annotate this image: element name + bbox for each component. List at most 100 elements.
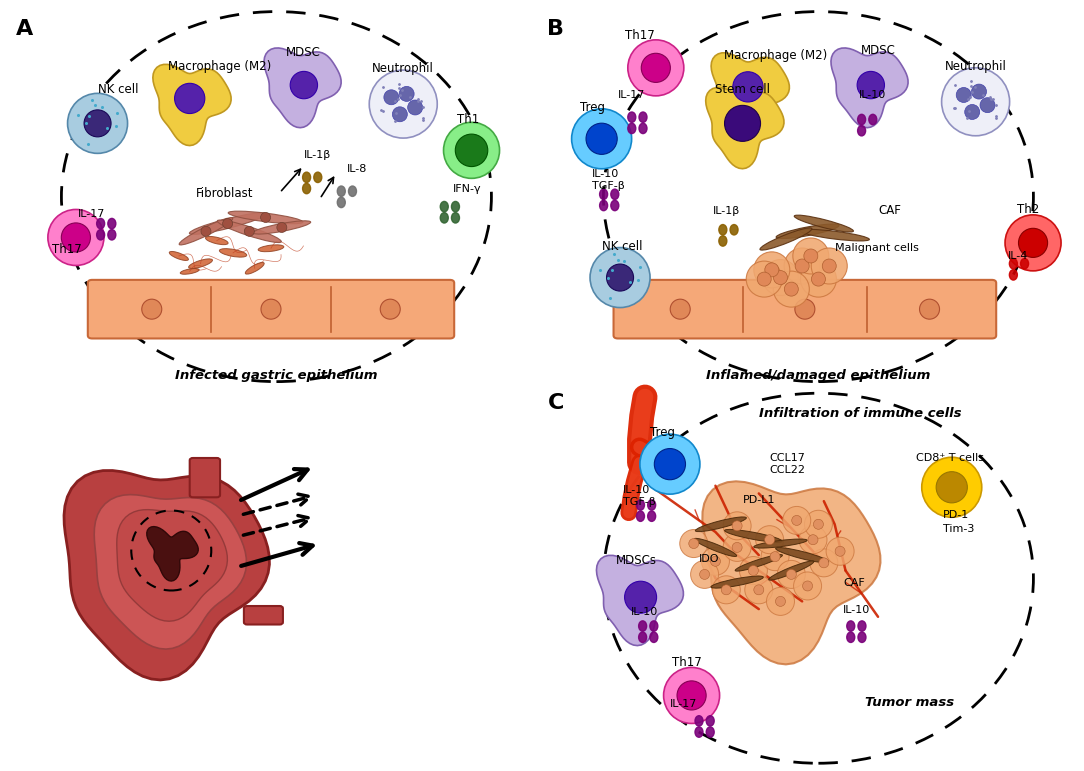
Ellipse shape [706,727,714,737]
Ellipse shape [761,543,789,571]
Ellipse shape [384,89,399,105]
Ellipse shape [302,183,311,194]
FancyBboxPatch shape [614,280,996,338]
Ellipse shape [169,251,189,261]
Ellipse shape [835,547,846,556]
Ellipse shape [868,114,877,125]
Ellipse shape [638,632,647,642]
Text: IL-1β: IL-1β [713,206,740,216]
Text: NK cell: NK cell [602,240,642,253]
Ellipse shape [313,172,322,183]
Ellipse shape [776,547,828,563]
Ellipse shape [857,114,866,125]
Ellipse shape [260,213,271,222]
Ellipse shape [739,557,767,584]
Ellipse shape [175,83,205,113]
Ellipse shape [638,621,647,631]
Ellipse shape [142,299,162,319]
Ellipse shape [688,539,699,548]
Ellipse shape [245,262,264,274]
Ellipse shape [1009,270,1018,280]
FancyBboxPatch shape [190,458,220,497]
Text: Th17: Th17 [624,29,655,42]
Text: Th1: Th1 [457,113,479,126]
Ellipse shape [647,511,656,521]
Ellipse shape [695,727,704,737]
Ellipse shape [670,299,691,319]
Ellipse shape [776,224,839,238]
Ellipse shape [748,566,759,575]
Ellipse shape [370,70,437,138]
Ellipse shape [701,547,730,575]
Ellipse shape [302,172,311,183]
Ellipse shape [96,230,105,240]
Text: Fibroblast: Fibroblast [195,187,254,200]
Ellipse shape [847,632,855,642]
Ellipse shape [599,189,608,200]
Ellipse shape [753,585,764,594]
Ellipse shape [721,585,732,594]
Ellipse shape [337,186,346,197]
Ellipse shape [695,517,747,532]
Ellipse shape [723,512,751,540]
Ellipse shape [642,53,670,82]
Ellipse shape [663,668,720,723]
Ellipse shape [189,259,212,268]
Ellipse shape [180,268,199,274]
Ellipse shape [745,576,773,604]
Ellipse shape [1020,258,1029,269]
Text: IL-8: IL-8 [347,164,367,174]
Text: Macrophage (M2): Macrophage (M2) [168,60,271,73]
Ellipse shape [258,245,284,251]
Ellipse shape [392,107,408,122]
Ellipse shape [190,213,266,234]
Text: Stem cell: Stem cell [715,82,770,96]
Ellipse shape [451,201,460,212]
Ellipse shape [847,621,855,631]
Text: IL-4: IL-4 [1008,251,1029,261]
Text: Neutrophil: Neutrophil [372,62,435,75]
Ellipse shape [217,220,282,243]
Ellipse shape [785,282,798,296]
Ellipse shape [857,126,866,136]
Text: IL-17: IL-17 [78,209,105,219]
Ellipse shape [628,112,636,123]
Ellipse shape [724,106,761,141]
Polygon shape [831,48,908,128]
Ellipse shape [774,271,787,284]
Ellipse shape [813,520,824,529]
Text: PD-L1: PD-L1 [743,495,775,505]
Ellipse shape [793,572,822,600]
Ellipse shape [408,100,423,115]
Ellipse shape [766,588,795,615]
Ellipse shape [440,213,449,223]
Ellipse shape [937,472,967,503]
Ellipse shape [640,434,700,494]
Ellipse shape [599,200,608,210]
Ellipse shape [107,230,116,240]
Text: B: B [547,19,565,39]
Ellipse shape [753,539,808,548]
Ellipse shape [638,123,647,133]
Ellipse shape [746,261,783,297]
Text: Macrophage (M2): Macrophage (M2) [724,49,827,62]
Ellipse shape [647,500,656,510]
Text: CCL17: CCL17 [770,453,805,463]
Text: IDO: IDO [699,554,720,564]
Text: IFN-γ: IFN-γ [453,184,481,194]
Text: IL-1β: IL-1β [304,150,331,160]
Ellipse shape [770,552,780,561]
Text: IL-10: IL-10 [623,485,650,495]
Ellipse shape [291,72,318,99]
Ellipse shape [804,249,817,263]
Text: CAF: CAF [843,577,865,588]
Ellipse shape [253,221,311,234]
Ellipse shape [85,109,111,137]
Ellipse shape [222,219,233,228]
Ellipse shape [261,299,281,319]
Text: IL-10: IL-10 [631,607,658,617]
Text: Infiltration of immune cells: Infiltration of immune cells [759,407,962,420]
Ellipse shape [783,507,811,534]
Ellipse shape [96,218,105,229]
Ellipse shape [695,715,704,726]
